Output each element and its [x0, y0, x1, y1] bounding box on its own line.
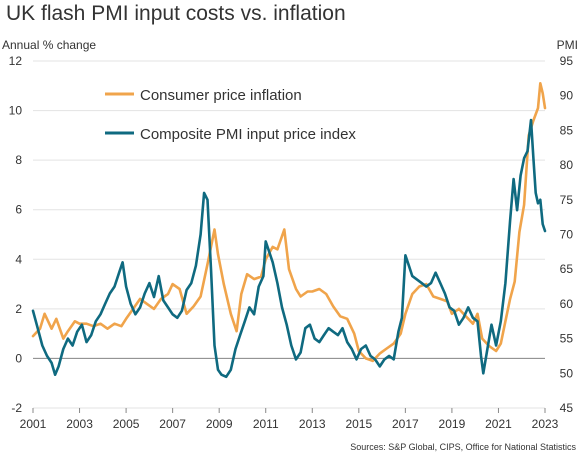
x-tick-label: 2011 [253, 417, 279, 431]
legend-label-composite-pmi: Composite PMI input price index [140, 126, 356, 143]
y-left-tick-label: 12 [9, 54, 23, 68]
y-left-tick-label: 0 [15, 351, 22, 365]
x-tick-label: 2001 [20, 417, 47, 431]
x-tick-label: 2009 [206, 417, 233, 431]
x-tick-label: 2017 [392, 417, 419, 431]
y-left-tick-label: 10 [9, 104, 23, 118]
grid [33, 60, 545, 409]
chart-title: UK flash PMI input costs vs. inflation [6, 2, 346, 25]
y-right-tick-label: 75 [560, 193, 574, 207]
x-tick-label: 2019 [439, 417, 466, 431]
y-right-tick-label: 80 [560, 158, 574, 172]
x-tick-label: 2003 [66, 417, 93, 431]
y-right-tick-label: 50 [560, 366, 574, 380]
y-right-tick-label: 65 [560, 262, 574, 276]
x-tick-label: 2023 [532, 417, 559, 431]
series-line-1 [31, 118, 547, 379]
y-right-tick-label: 55 [560, 332, 574, 346]
x-tick-label: 2021 [485, 417, 512, 431]
y-right-tick-label: 95 [560, 54, 574, 68]
x-tick-label: 2013 [299, 417, 326, 431]
x-tick-label: 2015 [345, 417, 372, 431]
series-group [31, 82, 547, 379]
y-right-tick-label: 70 [560, 228, 574, 242]
x-tick-label: 2007 [159, 417, 186, 431]
legend: Consumer price inflation Composite PMI i… [105, 87, 356, 143]
y-left-tick-label: -2 [11, 401, 22, 415]
y-right-tick-label: 90 [560, 89, 574, 103]
series-line-0 [31, 82, 547, 363]
y-left-tick-label: 4 [15, 252, 22, 266]
y-left-tick-label: 8 [15, 153, 22, 167]
y-right-tick-label: 60 [560, 297, 574, 311]
y-left-tick-label: 6 [15, 203, 22, 217]
legend-label-consumer-price-inflation: Consumer price inflation [140, 87, 302, 104]
y-left-tick-label: 2 [15, 302, 22, 316]
x-axis: 2001 2003 2005 2007 2009 2011 2013 2015 2017 2019… [20, 408, 559, 431]
y-axis-right: 45 50 55 60 65 70 75 80 85 90 95 [560, 54, 574, 415]
y-right-tick-label: 85 [560, 123, 574, 137]
y-right-tick-label: 45 [560, 401, 574, 415]
y-axis-left: -2 0 2 4 6 8 10 12 [9, 54, 23, 415]
x-tick-label: 2005 [113, 417, 140, 431]
y-axis-right-label: PMI [556, 38, 578, 52]
source-note: Sources: S&P Global, CIPS, Office for Na… [350, 442, 576, 452]
y-axis-left-label: Annual % change [2, 38, 97, 52]
